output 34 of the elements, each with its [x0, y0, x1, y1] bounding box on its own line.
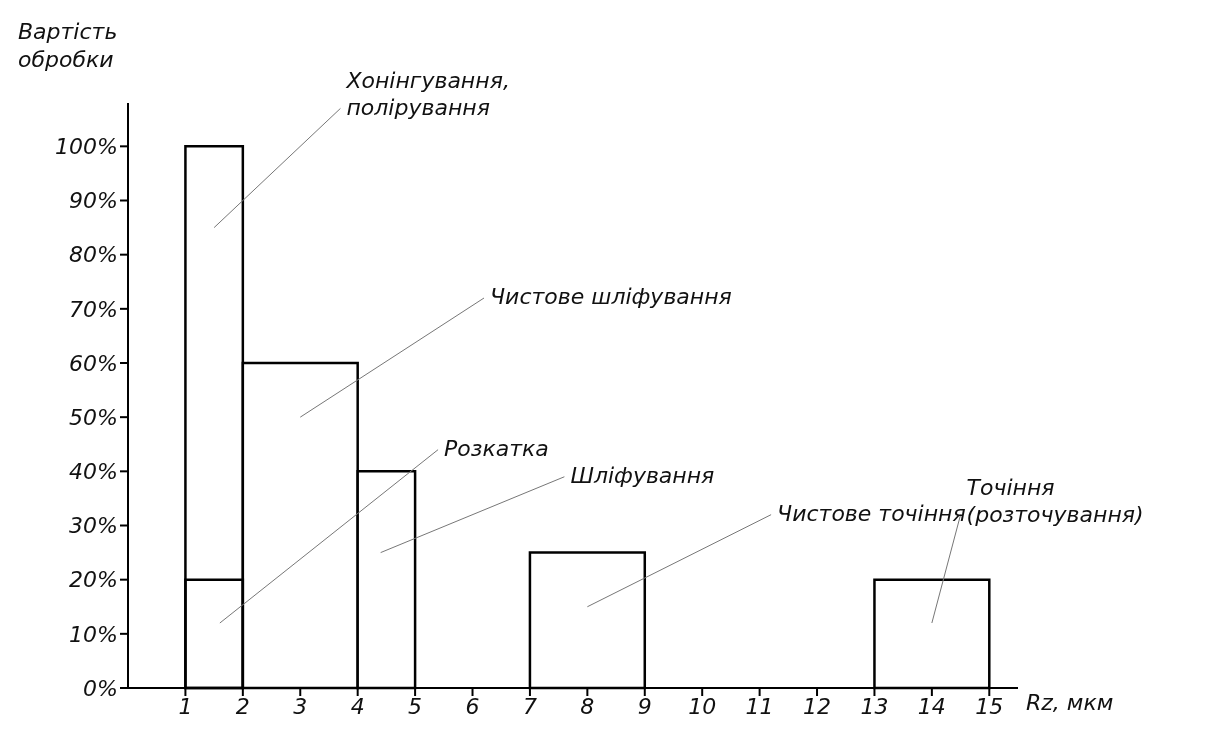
y-tick-label: 60% — [69, 350, 118, 376]
x-tick-label: 14 — [917, 693, 946, 719]
annotation: Чистове шліфування — [490, 284, 732, 309]
x-tick-label: 15 — [975, 693, 1004, 719]
annotation: Шліфування — [570, 462, 715, 488]
x-tick-label: 13 — [860, 693, 889, 719]
x-tick-label: 12 — [803, 693, 832, 719]
x-axis-title: Rz, мкм — [1026, 690, 1114, 715]
x-tick-label: 1 — [178, 693, 193, 719]
x-tick-label: 3 — [293, 693, 308, 719]
y-tick-label: 40% — [69, 459, 118, 485]
y-tick-label: 50% — [69, 404, 118, 430]
annotation: Хонінгування, полірування — [345, 68, 510, 121]
y-tick-label: 20% — [69, 567, 118, 593]
y-tick-label: 100% — [55, 134, 118, 160]
annotation: Точіння (розточування) — [966, 474, 1144, 527]
x-tick-label: 10 — [688, 693, 717, 719]
x-tick-label: 5 — [408, 693, 423, 719]
y-tick-label: 70% — [69, 296, 118, 322]
x-tick-label: 8 — [580, 693, 595, 719]
x-tick-label: 2 — [235, 693, 250, 719]
x-tick-label: 4 — [350, 693, 365, 719]
annotation: Чистове точіння — [777, 500, 966, 526]
y-tick-label: 90% — [69, 188, 118, 214]
y-tick-label: 10% — [69, 621, 118, 647]
y-tick-label: 0% — [83, 675, 118, 701]
y-tick-label: 30% — [69, 513, 118, 539]
x-tick-label: 11 — [745, 693, 774, 719]
x-tick-label: 6 — [465, 693, 480, 719]
annotation: Розкатка — [444, 435, 549, 461]
y-tick-label: 80% — [69, 242, 118, 268]
x-tick-label: 7 — [522, 693, 537, 719]
y-axis-title: Вартість обробки — [18, 18, 118, 74]
x-tick-label: 9 — [637, 693, 652, 719]
